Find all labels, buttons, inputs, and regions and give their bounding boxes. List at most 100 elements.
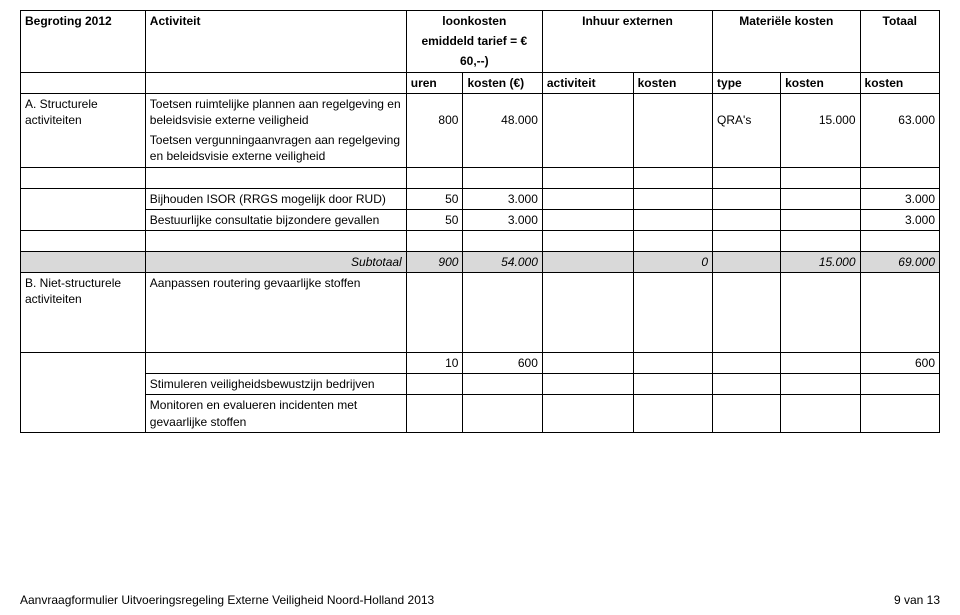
col-activity: Activiteit	[145, 11, 406, 73]
section-a-row3-extk	[633, 188, 712, 209]
subtotal-mat-kosten: 15.000	[781, 251, 860, 272]
section-b-label-1: B. Niet-structurele	[25, 276, 121, 290]
section-b-row2-act	[542, 353, 633, 374]
section-a-row1-type: QRA's	[713, 93, 781, 130]
spacer2-8	[781, 230, 860, 251]
spacer2-4	[463, 230, 542, 251]
footer-left: Aanvraagformulier Uitvoeringsregeling Ex…	[20, 593, 434, 607]
section-b-row3-uren	[406, 374, 463, 395]
section-b-row3-kosten	[463, 374, 542, 395]
subhead-blank2	[145, 72, 406, 93]
spacer-cell-8	[781, 167, 860, 188]
spacer-cell-6	[633, 167, 712, 188]
col-labor-top: loonkosten	[406, 11, 542, 32]
section-b-row3-text: Stimuleren veiligheidsbewustzijn bedrijv…	[145, 374, 406, 395]
section-a-row2-total	[860, 130, 939, 167]
section-b-row4-text: Monitoren en evalueren incidenten met ge…	[145, 395, 406, 432]
subhead-blank1	[21, 72, 146, 93]
section-b-blank-left	[21, 353, 146, 433]
section-b-row4-extk	[633, 395, 712, 432]
section-b-row2-extk	[633, 353, 712, 374]
subhead-type: type	[713, 72, 781, 93]
section-a-row3-type	[713, 188, 781, 209]
spacer2-2	[145, 230, 406, 251]
subtotal-type	[713, 251, 781, 272]
section-b-row3-type	[713, 374, 781, 395]
section-b-row3-total	[860, 374, 939, 395]
section-b-row4-act	[542, 395, 633, 432]
section-b-row1-total	[860, 273, 939, 353]
section-a-row4-extk	[633, 209, 712, 230]
subtotal-ext-kosten: 0	[633, 251, 712, 272]
section-a-row3-total: 3.000	[860, 188, 939, 209]
section-a-row4-type	[713, 209, 781, 230]
spacer-cell-1	[21, 167, 146, 188]
section-b-label-2: activiteiten	[25, 292, 82, 306]
spacer2-5	[542, 230, 633, 251]
subtotal-kosten: 54.000	[463, 251, 542, 272]
spacer2-6	[633, 230, 712, 251]
spacer2-9	[860, 230, 939, 251]
section-b-row4-total	[860, 395, 939, 432]
section-a-row2-extk	[633, 130, 712, 167]
col-external: Inhuur externen	[542, 11, 712, 73]
section-a-label-2: activiteiten	[25, 113, 82, 127]
spacer2-1	[21, 230, 146, 251]
section-b-row3-extk	[633, 374, 712, 395]
subtotal-act	[542, 251, 633, 272]
section-b-row2-text	[145, 353, 406, 374]
section-a-row3-matk	[781, 188, 860, 209]
section-b-row4-matk	[781, 395, 860, 432]
section-b-row2-uren: 10	[406, 353, 463, 374]
section-b-label: B. Niet-structurele activiteiten	[21, 273, 146, 353]
section-b-row2-kosten: 600	[463, 353, 542, 374]
spacer2-7	[713, 230, 781, 251]
subhead-kosten: kosten	[633, 72, 712, 93]
section-b-row2-matk	[781, 353, 860, 374]
subhead-kosten3: kosten	[860, 72, 939, 93]
subhead-activiteit: activiteit	[542, 72, 633, 93]
section-b-row4-uren	[406, 395, 463, 432]
section-b-row1-extk	[633, 273, 712, 353]
section-a-blank-left	[21, 188, 146, 230]
budget-table: Begroting 2012 Activiteit loonkosten Inh…	[20, 10, 940, 433]
section-b-row1-kosten	[463, 273, 542, 353]
subtotal-total: 69.000	[860, 251, 939, 272]
spacer-cell-3	[406, 167, 463, 188]
section-a-row3-text: Bijhouden ISOR (RRGS mogelijk door RUD)	[145, 188, 406, 209]
spacer-cell-9	[860, 167, 939, 188]
section-a-row2-uren	[406, 130, 463, 167]
section-a-row4-kosten: 3.000	[463, 209, 542, 230]
section-b-row2-total: 600	[860, 353, 939, 374]
section-b-row1-act	[542, 273, 633, 353]
section-b-row1-uren	[406, 273, 463, 353]
section-b-row1-text: Aanpassen routering gevaarlijke stoffen	[145, 273, 406, 353]
section-a-row2-act	[542, 130, 633, 167]
section-a-row1-total: 63.000	[860, 93, 939, 130]
section-b-row2-type	[713, 353, 781, 374]
section-a-row2-kosten	[463, 130, 542, 167]
section-a-row1-matk: 15.000	[781, 93, 860, 130]
section-a-row1-uren: 800	[406, 93, 463, 130]
subhead-kosten2: kosten	[781, 72, 860, 93]
section-b-row1-matk	[781, 273, 860, 353]
section-b-row3-act	[542, 374, 633, 395]
subtotal-blank	[21, 251, 146, 272]
section-b-row1-type	[713, 273, 781, 353]
col-total: Totaal	[860, 11, 939, 73]
section-a-row1-extk	[633, 93, 712, 130]
section-a-row3-uren: 50	[406, 188, 463, 209]
section-a-row2-type	[713, 130, 781, 167]
section-a-row4-matk	[781, 209, 860, 230]
section-a-row2-matk	[781, 130, 860, 167]
col-material: Materiële kosten	[713, 11, 860, 73]
col-begroting: Begroting 2012	[21, 11, 146, 73]
section-a-row4-uren: 50	[406, 209, 463, 230]
subhead-uren: uren	[406, 72, 463, 93]
section-a-row4-act	[542, 209, 633, 230]
section-a-label: A. Structurele activiteiten	[21, 93, 146, 167]
spacer-cell-5	[542, 167, 633, 188]
section-a-label-1: A. Structurele	[25, 97, 98, 111]
page-footer: Aanvraagformulier Uitvoeringsregeling Ex…	[20, 593, 940, 607]
subtotal-uren: 900	[406, 251, 463, 272]
